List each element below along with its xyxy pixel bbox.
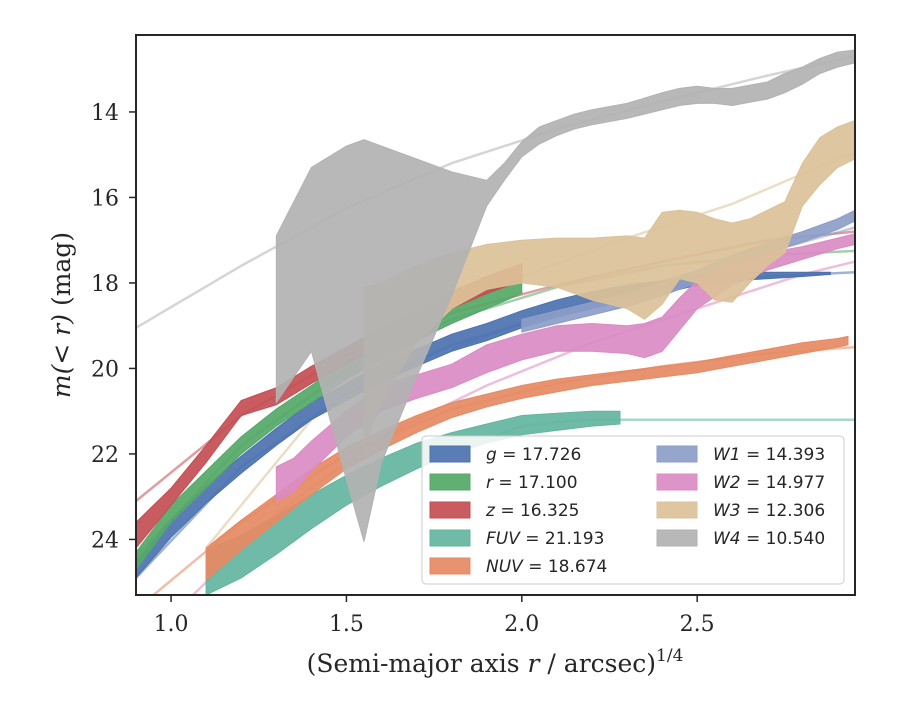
x-tick-label: 1.0 [154,612,189,637]
legend-label-z: z = 16.325 [485,501,579,521]
plot-frame [135,34,856,596]
x-tick-label: 1.5 [329,612,364,637]
x-axis-title: (Semi-major axis r / arcsec)1/4 [307,646,684,678]
legend-swatch-w1 [656,445,698,463]
x-axis: 1.0 1.5 2.0 2.5 [154,595,715,637]
band-w3 [363,119,855,446]
legend-swatch-w2 [656,473,698,491]
y-axis-title: m(< r) (mag) [47,232,76,398]
legend-label-nuv: NUV = 18.674 [486,557,607,577]
legend-swatch-w4 [656,529,698,547]
legend: g = 17.726 r = 17.100 z = 16.325 FUV = 21.1… [421,435,845,585]
legend-label-w4: W4 = 10.540 [713,529,825,549]
legend-swatch-r [429,473,471,491]
x-tick-label: 2.5 [680,612,715,637]
band-w4 [275,49,855,542]
band-nuv [205,335,849,582]
legend-label-w1: W1 = 14.393 [713,445,825,465]
y-tick-label: 22 [91,443,119,468]
legend-label-fuv: FUV = 21.193 [486,529,604,549]
band-w2 [275,233,855,502]
legend-swatch-z [429,501,471,519]
legend-label-w2: W2 = 14.977 [713,473,825,493]
y-tick-label: 18 [91,272,119,297]
legend-box [421,435,845,585]
y-axis: 14 16 18 20 22 24 [91,101,136,553]
band-r [136,275,523,571]
y-tick-label: 24 [91,528,119,553]
data-bands [136,49,855,595]
legend-swatch-g [429,445,471,463]
legend-swatch-nuv [429,557,471,575]
legend-swatch-fuv [429,529,471,547]
y-tick-label: 16 [91,186,119,211]
legend-swatch-w3 [656,501,698,519]
y-tick-label: 20 [91,357,119,382]
legend-label-w3: W3 = 12.306 [713,501,825,521]
fit-line-w4 [136,55,855,329]
legend-label-r: r = 17.100 [486,473,578,493]
x-tick-label: 2.0 [504,612,539,637]
legend-label-g: g = 17.726 [486,445,581,465]
y-tick-label: 14 [91,101,119,126]
